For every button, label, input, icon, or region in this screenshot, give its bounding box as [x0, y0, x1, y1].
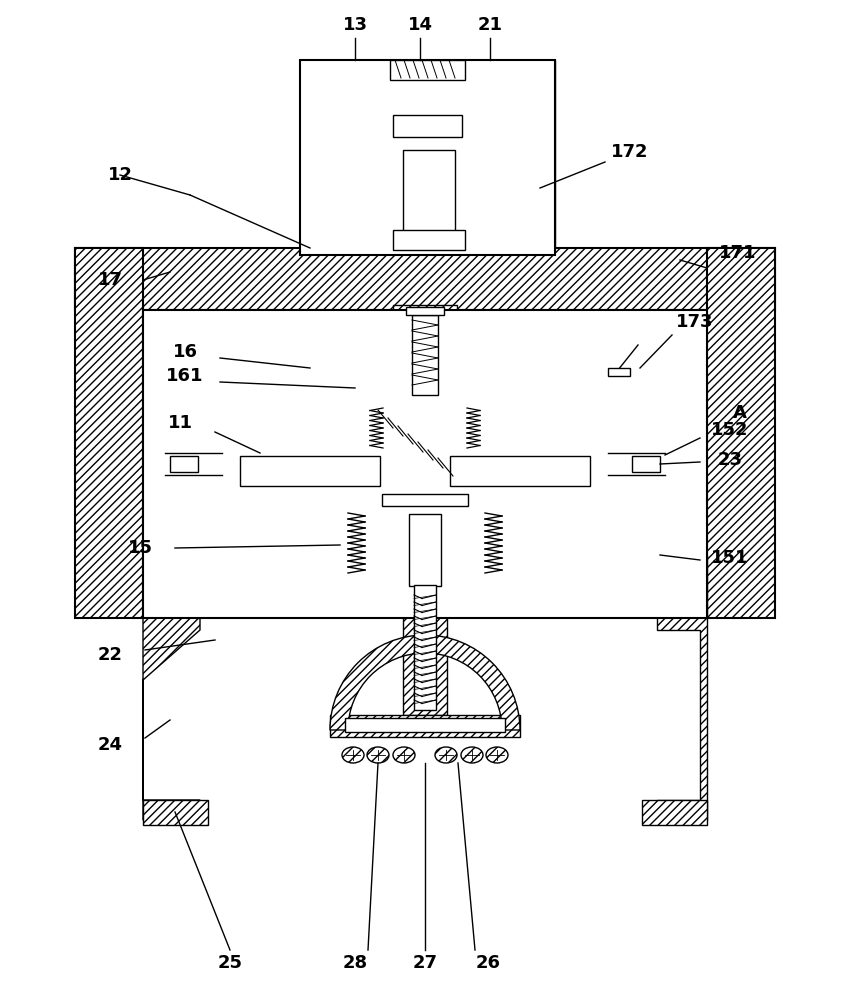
Bar	[388, 145, 470, 255]
Bar	[403, 580, 447, 715]
Text: 26: 26	[475, 954, 501, 972]
Bar	[330, 715, 520, 737]
Bar	[165, 453, 222, 475]
Text: 17: 17	[98, 271, 122, 289]
Bar	[240, 456, 380, 486]
Ellipse shape	[342, 747, 364, 763]
Text: 16: 16	[173, 343, 197, 361]
Ellipse shape	[393, 747, 415, 763]
Ellipse shape	[461, 747, 483, 763]
Bar	[400, 310, 450, 400]
Ellipse shape	[486, 747, 508, 763]
Bar	[375, 60, 480, 115]
Bar	[608, 368, 630, 376]
Text: 22: 22	[98, 646, 122, 664]
Bar	[376, 225, 482, 255]
Bar	[143, 800, 208, 825]
Bar	[608, 453, 665, 475]
Text: 28: 28	[343, 954, 367, 972]
Bar	[75, 248, 143, 618]
Bar	[450, 456, 590, 486]
Bar	[412, 315, 438, 395]
Bar	[393, 115, 462, 137]
Text: 21: 21	[478, 16, 502, 34]
Polygon shape	[657, 555, 707, 820]
Bar	[403, 150, 455, 245]
Text: 152: 152	[711, 421, 749, 439]
Bar	[75, 248, 775, 310]
Bar	[414, 585, 436, 710]
Bar	[397, 510, 453, 590]
Bar	[170, 456, 198, 472]
Bar	[345, 718, 505, 732]
Text: 12: 12	[107, 166, 133, 184]
Bar	[220, 450, 630, 492]
Text: 23: 23	[717, 451, 743, 469]
Text: 151: 151	[711, 549, 749, 567]
Bar	[382, 494, 468, 506]
Text: 15: 15	[128, 539, 152, 557]
Bar	[390, 60, 465, 80]
Ellipse shape	[435, 747, 457, 763]
Bar	[477, 507, 510, 515]
Text: 27: 27	[412, 954, 438, 972]
Text: 171: 171	[719, 244, 756, 262]
Bar	[707, 248, 775, 618]
Text: 25: 25	[218, 954, 242, 972]
Ellipse shape	[367, 747, 389, 763]
Bar	[393, 305, 457, 317]
Bar	[480, 60, 555, 255]
Bar	[198, 555, 250, 615]
Bar	[143, 310, 707, 618]
Text: 13: 13	[343, 16, 367, 34]
Bar	[406, 307, 444, 315]
Circle shape	[385, 407, 465, 487]
Text: 11: 11	[167, 414, 192, 432]
Text: 172: 172	[611, 143, 649, 161]
Bar	[300, 60, 375, 255]
Text: 24: 24	[98, 736, 122, 754]
Bar	[340, 507, 373, 515]
Text: A: A	[733, 404, 747, 422]
Bar	[375, 115, 480, 145]
Bar	[642, 800, 707, 825]
Bar	[477, 572, 510, 580]
Bar	[370, 400, 480, 492]
Bar	[600, 555, 652, 615]
Wedge shape	[330, 635, 520, 730]
Polygon shape	[143, 555, 200, 820]
Bar	[368, 492, 482, 510]
Text: 14: 14	[407, 16, 433, 34]
Text: 161: 161	[167, 367, 204, 385]
Bar	[632, 456, 660, 472]
Wedge shape	[208, 371, 642, 588]
Text: 173: 173	[677, 313, 714, 331]
Bar	[300, 60, 555, 255]
Bar	[575, 362, 640, 378]
Bar	[340, 572, 373, 580]
Bar	[393, 230, 465, 250]
Bar	[409, 514, 441, 586]
